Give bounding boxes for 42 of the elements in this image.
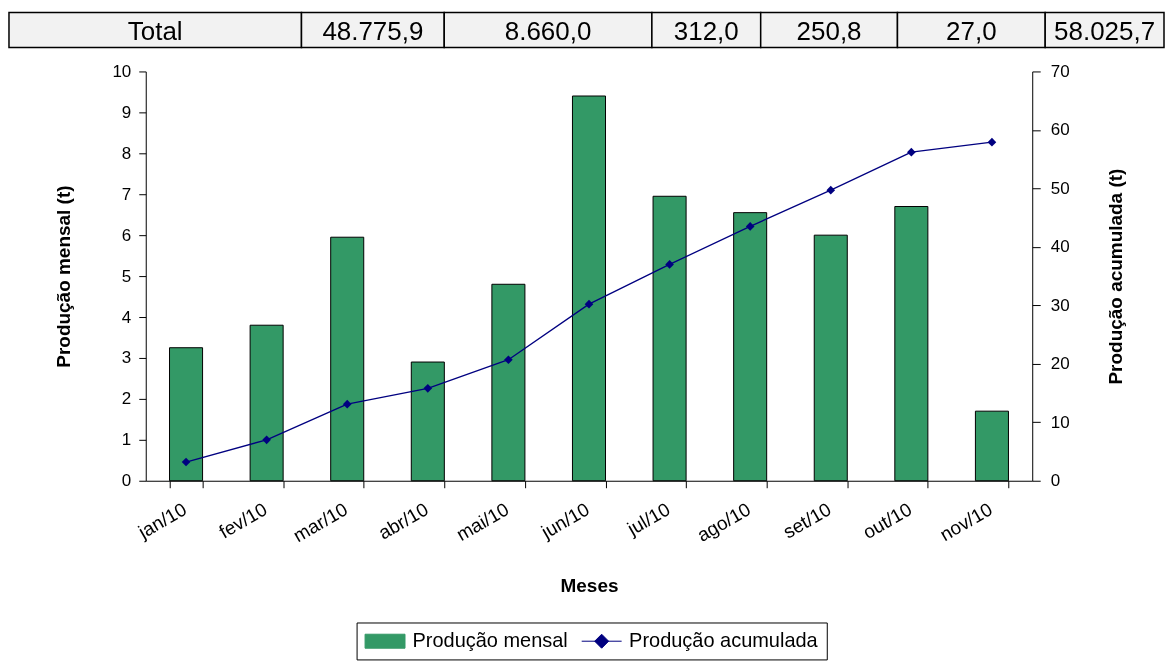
y2-tick-label: 0	[1050, 471, 1061, 491]
point	[181, 457, 191, 467]
y-tick-label: 10	[112, 61, 132, 81]
y-tick-label: 0	[121, 471, 132, 491]
point	[745, 222, 755, 231]
y-tick-label: 9	[121, 102, 132, 122]
y2-tick-label: 30	[1050, 295, 1070, 315]
y-tick-label: 5	[121, 266, 132, 286]
y2-tick-label: 60	[1050, 120, 1070, 140]
y2-tick-label: 50	[1050, 178, 1070, 198]
y-tick-label: 4	[121, 307, 132, 327]
y2-tick-label: 40	[1050, 237, 1070, 257]
point	[584, 299, 594, 309]
y-tick-label: 7	[121, 184, 132, 204]
text: 312,0	[673, 17, 739, 45]
point	[665, 260, 674, 269]
point	[423, 384, 433, 393]
legend-label: Produção acumulada	[629, 629, 819, 652]
y2-axis-title: Produção acumulada (t)	[1105, 168, 1127, 385]
y-tick-label: 1	[121, 430, 132, 450]
text: Total	[127, 17, 183, 45]
point	[262, 435, 271, 445]
text: 8.660,0	[504, 17, 592, 45]
x-axis-title: Meses	[560, 575, 619, 597]
y-tick-label: 8	[121, 143, 132, 163]
y-tick-label: 3	[121, 348, 132, 368]
text: 27,0	[946, 17, 997, 45]
point	[987, 137, 997, 147]
point	[826, 185, 836, 195]
y-tick-label: 2	[121, 389, 132, 409]
y2-tick-label: 20	[1050, 354, 1070, 374]
point	[342, 399, 352, 409]
y-tick-label: 6	[121, 225, 132, 245]
legend-label: Produção mensal	[412, 629, 568, 652]
y-axis-title: Produção mensal (t)	[53, 185, 75, 368]
text: 48.775,9	[322, 17, 424, 45]
point	[907, 147, 916, 157]
y2-tick-label: 70	[1050, 61, 1070, 81]
text: 250,8	[796, 17, 862, 45]
point	[504, 355, 513, 365]
y2-tick-label: 10	[1050, 412, 1070, 432]
text: 58.025,7	[1054, 17, 1156, 45]
